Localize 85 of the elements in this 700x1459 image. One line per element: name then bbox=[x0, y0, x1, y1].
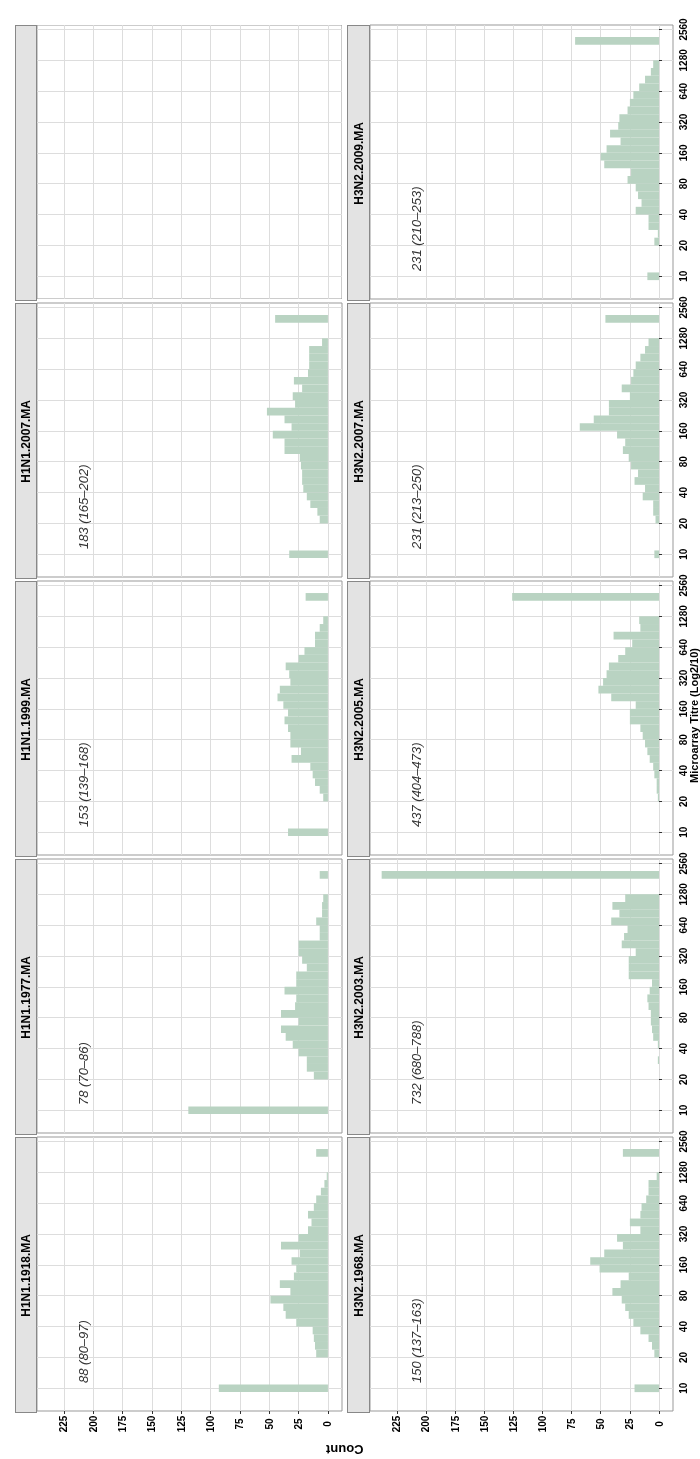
annotation: 153 (139–168) bbox=[76, 742, 91, 827]
y-tick-label: 1280 bbox=[677, 326, 689, 350]
annotation: 437 (404–473) bbox=[409, 742, 424, 827]
annotation: 88 (80–97) bbox=[76, 1320, 91, 1383]
y-tick-label: 160 bbox=[677, 978, 689, 996]
y-tick-label: 80 bbox=[677, 1289, 689, 1302]
x-tick-label: 25 bbox=[293, 1418, 305, 1430]
y-tick-label: 320 bbox=[677, 947, 689, 965]
x-tick-label: 175 bbox=[117, 1415, 129, 1433]
x-tick-label: 75 bbox=[234, 1418, 246, 1430]
y-tick-label: 320 bbox=[677, 391, 689, 409]
y-tick-label: 1280 bbox=[677, 1160, 689, 1184]
y-tick-label: 320 bbox=[677, 669, 689, 687]
y-tick-label: 1280 bbox=[677, 48, 689, 72]
annotation: 150 (137–163) bbox=[409, 1298, 424, 1383]
y-tick-label: 10 bbox=[677, 548, 689, 560]
y-tick-label: 640 bbox=[677, 638, 689, 656]
annotation: 231 (210–253) bbox=[409, 186, 424, 272]
y-tick-label: 80 bbox=[677, 177, 689, 190]
text: H3N2.1968.MA bbox=[351, 1233, 366, 1317]
y-tick-label: 640 bbox=[677, 916, 689, 934]
y-tick-label: 640 bbox=[677, 360, 689, 378]
y-tick-label: 10 bbox=[677, 270, 689, 282]
x-tick-label: 150 bbox=[478, 1415, 490, 1433]
y-tick-label: 80 bbox=[677, 733, 689, 746]
x-tick-label: 150 bbox=[146, 1415, 158, 1433]
y-tick-label: 10 bbox=[677, 1104, 689, 1116]
y-tick-label: 640 bbox=[677, 82, 689, 100]
x-tick-label: 100 bbox=[205, 1415, 217, 1433]
x-tick-label: 50 bbox=[263, 1418, 275, 1430]
y-tick-label: 40 bbox=[677, 1042, 689, 1055]
x-tick-label: 225 bbox=[58, 1415, 70, 1433]
y-tick-label: 320 bbox=[677, 1225, 689, 1243]
y-tick-label: 10 bbox=[677, 826, 689, 838]
y-tick-label: 20 bbox=[677, 1073, 689, 1085]
x-tick-label: 125 bbox=[175, 1415, 187, 1433]
y-tick-label: 2560 bbox=[677, 17, 689, 41]
annotation: 732 (680–788) bbox=[409, 1020, 424, 1105]
y-tick-label: 80 bbox=[677, 455, 689, 468]
x-tick-label: 0 bbox=[653, 1420, 665, 1427]
y-tick-label: 160 bbox=[677, 700, 689, 718]
y-tick-label: 20 bbox=[677, 795, 689, 807]
x-tick-label: 100 bbox=[536, 1415, 548, 1433]
text: H3N2.2007.MA bbox=[351, 399, 366, 483]
x-tick-label: 125 bbox=[507, 1415, 519, 1433]
y-tick-label: 80 bbox=[677, 1011, 689, 1024]
x-tick-label: 175 bbox=[449, 1415, 461, 1433]
annotation: 183 (165–202) bbox=[76, 464, 91, 549]
x-tick-label: 225 bbox=[391, 1415, 403, 1433]
y-tick-label: 20 bbox=[677, 517, 689, 529]
y-tick-label: 40 bbox=[677, 764, 689, 777]
text: H1N1.1977.MA bbox=[19, 955, 33, 1039]
y-tick-label: 160 bbox=[677, 1256, 689, 1274]
y-tick-label: 10 bbox=[677, 1382, 689, 1394]
y-tick-label: 160 bbox=[677, 422, 689, 440]
x-tick-label: 0 bbox=[322, 1420, 334, 1427]
text: H3N2.2003.MA bbox=[351, 955, 366, 1039]
y-tick-label: 40 bbox=[677, 486, 689, 499]
annotation: 231 (213–250) bbox=[409, 464, 424, 550]
y-tick-label: 20 bbox=[677, 1351, 689, 1363]
y-tick-label: 2560 bbox=[677, 295, 689, 319]
x-tick-label: 200 bbox=[420, 1415, 432, 1433]
x-tick-label: 200 bbox=[87, 1415, 99, 1433]
text: H1N1.1999.MA bbox=[19, 677, 33, 761]
y-tick-label: 20 bbox=[677, 239, 689, 251]
y-tick-label: 2560 bbox=[677, 851, 689, 875]
text: H3N2.2009.MA bbox=[351, 121, 366, 205]
y-tick-label: 1280 bbox=[677, 604, 689, 628]
y-tick-label: 2560 bbox=[677, 573, 689, 597]
y-tick-label: 160 bbox=[677, 144, 689, 162]
y-tick-label: 320 bbox=[677, 113, 689, 131]
y-tick-label: 1280 bbox=[677, 882, 689, 906]
y-tick-label: 640 bbox=[677, 1194, 689, 1212]
text: H1N1.2007.MA bbox=[19, 399, 33, 483]
text: H3N2.2005.MA bbox=[351, 677, 366, 761]
y-tick-label: 40 bbox=[677, 208, 689, 221]
annotation: 78 (70–86) bbox=[76, 1042, 91, 1105]
x-tick-label: 25 bbox=[624, 1418, 636, 1430]
y-axis-title: Microarray Titre (Log2/10) bbox=[688, 647, 700, 783]
x-axis-title: Count bbox=[326, 1441, 364, 1457]
y-tick-label: 2560 bbox=[677, 1129, 689, 1153]
text: H1N1.1918.MA bbox=[19, 1233, 33, 1317]
x-tick-label: 75 bbox=[566, 1418, 578, 1430]
x-tick-label: 50 bbox=[595, 1418, 607, 1430]
y-tick-label: 40 bbox=[677, 1320, 689, 1333]
